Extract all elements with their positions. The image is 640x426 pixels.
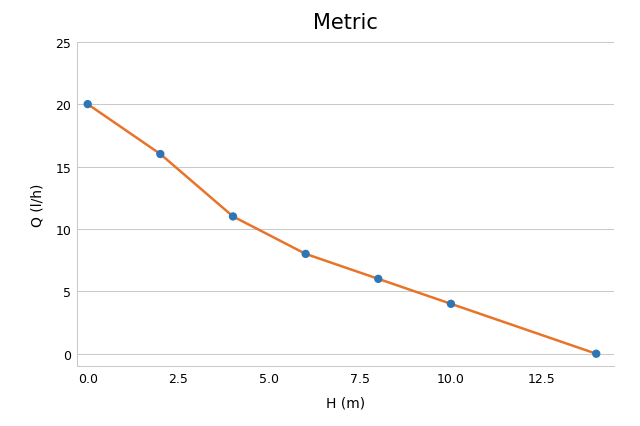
Point <box>373 276 383 282</box>
Y-axis label: Q (l/h): Q (l/h) <box>30 183 44 226</box>
Point <box>446 301 456 308</box>
X-axis label: H (m): H (m) <box>326 396 365 410</box>
Point <box>301 251 311 258</box>
Point <box>83 101 93 108</box>
Point <box>156 151 166 158</box>
Point <box>228 213 238 220</box>
Point <box>591 351 602 357</box>
Title: Metric: Metric <box>313 13 378 33</box>
